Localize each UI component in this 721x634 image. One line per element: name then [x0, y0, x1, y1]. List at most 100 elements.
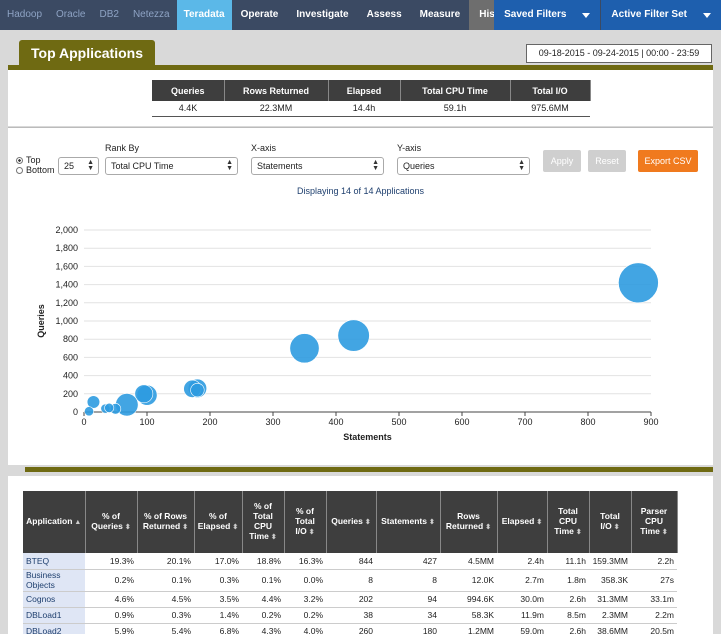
table-cell: 159.3MM	[589, 553, 631, 570]
page-title: Top Applications	[19, 40, 155, 66]
sort-icon: ⬍	[124, 524, 131, 531]
saved-filters-label: Saved Filters	[504, 9, 567, 20]
column-header[interactable]: Total CPU Time ⬍	[547, 491, 590, 553]
top-radio[interactable]: Top	[16, 155, 41, 165]
x-tick-label: 800	[580, 417, 595, 427]
column-header-label: % of Total I/O	[295, 506, 315, 536]
nav-hadoop[interactable]: Hadoop	[7, 9, 43, 20]
bottom-radio-label: Bottom	[26, 165, 55, 175]
column-header[interactable]: % of Queries ⬍	[85, 491, 138, 553]
column-header-label: % of Elapsed	[197, 511, 231, 531]
nav-db2[interactable]: DB2	[99, 9, 119, 20]
chevron-down-icon	[582, 12, 591, 18]
sort-icon: ⬍	[613, 524, 620, 531]
x-tick-label: 700	[517, 417, 532, 427]
sort-icon: ⬍	[308, 529, 315, 536]
table-cell: 2.2m	[631, 607, 677, 624]
column-header-label: Statements	[381, 516, 427, 526]
column-header[interactable]: Elapsed ⬍	[497, 491, 548, 553]
column-header[interactable]: Total I/O ⬍	[589, 491, 632, 553]
table-cell: 2.3MM	[589, 607, 631, 624]
column-header[interactable]: % of Total CPU Time ⬍	[242, 491, 285, 553]
application-name-cell: DBLoad1	[23, 607, 85, 624]
x-tick-label: 900	[643, 417, 658, 427]
export-csv-button[interactable]: Export CSV	[638, 150, 698, 172]
column-header-label: % of Total CPU Time	[249, 501, 273, 541]
x-tick-label: 200	[202, 417, 217, 427]
scatter-point	[104, 402, 115, 413]
yaxis-label: Y-axis	[397, 143, 422, 153]
column-header-label: Parser CPU Time	[640, 506, 668, 536]
count-select[interactable]: 25 ▲ ▼	[58, 157, 99, 175]
saved-filters-dropdown[interactable]: Saved Filters	[494, 0, 601, 30]
table-cell: 20.5m	[631, 623, 677, 634]
y-tick-label: 1,800	[55, 243, 78, 253]
y-tick-label: 2,000	[55, 225, 78, 235]
date-range-picker[interactable]: 09-18-2015 - 09-24-2015 | 00:00 - 23:59	[526, 44, 712, 63]
active-filter-set-label: Active Filter Set	[611, 9, 687, 20]
sort-icon: ⬍	[661, 529, 668, 536]
section-divider	[25, 467, 713, 472]
table-cell: 2.7m	[497, 569, 547, 592]
column-header[interactable]: Statements ⬍	[376, 491, 441, 553]
nav-netezza[interactable]: Netezza	[132, 9, 170, 20]
x-tick-label: 300	[265, 417, 280, 427]
column-header[interactable]: Parser CPU Time ⬍	[631, 491, 678, 553]
table-cell: 2.4h	[497, 553, 547, 570]
column-header[interactable]: % of Rows Returned ⬍	[137, 491, 195, 553]
column-header-label: % of Rows Returned	[142, 511, 187, 531]
nav-investigate[interactable]: Investigate	[296, 9, 349, 20]
bottom-radio[interactable]: Bottom	[16, 165, 55, 175]
nav-teradata[interactable]: Teradata	[176, 0, 232, 30]
y-axis-title: Queries	[36, 304, 46, 338]
table-row[interactable]: Business Objects 0.2% 0.1% 0.3% 0.1% 0.0% 8 8 12…	[23, 569, 677, 592]
table-cell: 59.0m	[497, 623, 547, 634]
rank-by-select[interactable]: Total CPU Time ▲ ▼	[105, 157, 238, 175]
table-cell: 4.0%	[284, 623, 326, 634]
y-tick-label: 1,000	[55, 316, 78, 326]
summary-header: Queries	[152, 80, 225, 101]
sort-icon: ⬍	[232, 524, 239, 531]
rank-by-value: Total CPU Time	[111, 161, 174, 171]
select-arrows-icon: ▲ ▼	[87, 159, 94, 172]
y-tick-label: 1,400	[55, 280, 78, 290]
y-tick-label: 600	[63, 352, 78, 362]
nav-assess[interactable]: Assess	[366, 9, 402, 20]
summary-value: 59.1h	[400, 101, 510, 117]
yaxis-select[interactable]: Queries ▲ ▼	[397, 157, 530, 175]
nav-operate[interactable]: Operate	[240, 9, 279, 20]
table-cell: 16.3%	[284, 553, 326, 570]
xaxis-select[interactable]: Statements ▲ ▼	[251, 157, 384, 175]
table-row[interactable]: DBLoad1 0.9% 0.3% 1.4% 0.2% 0.2% 38 34 58.3K 11.9…	[23, 607, 677, 624]
column-header[interactable]: % of Elapsed ⬍	[194, 491, 243, 553]
column-header[interactable]: Application ▲	[23, 491, 86, 553]
table-cell: 27s	[631, 569, 677, 592]
title-underline	[8, 65, 713, 70]
application-name-cell: BTEQ	[23, 553, 85, 570]
reset-button[interactable]: Reset	[588, 150, 626, 172]
x-tick-label: 400	[328, 417, 343, 427]
table-cell: 20.1%	[137, 553, 194, 570]
table-cell: 0.2%	[85, 569, 137, 592]
table-cell: 0.1%	[242, 569, 284, 592]
apply-button[interactable]: Apply	[543, 150, 581, 172]
table-cell: 2.6h	[547, 623, 589, 634]
column-header[interactable]: Queries ⬍	[326, 491, 377, 553]
nav-measure[interactable]: Measure	[419, 9, 461, 20]
scatter-point	[86, 395, 101, 409]
nav-oracle[interactable]: Oracle	[56, 9, 86, 20]
table-row[interactable]: BTEQ 19.3% 20.1% 17.0% 18.8% 16.3% 844 427 4.5MM…	[23, 553, 677, 570]
table-cell: 8	[376, 569, 440, 592]
active-filter-set-dropdown[interactable]: Active Filter Set	[600, 0, 721, 30]
table-cell: 38.6MM	[589, 623, 631, 634]
column-header[interactable]: Rows Returned ⬍	[440, 491, 498, 553]
table-cell: 4.5MM	[440, 553, 497, 570]
table-row[interactable]: DBLoad2 5.9% 5.4% 6.8% 4.3% 4.0% 260 180 1.2MM 59…	[23, 623, 677, 634]
radio-checked-icon	[16, 156, 23, 164]
sort-icon: ⬍	[182, 524, 189, 531]
column-header[interactable]: % of Total I/O ⬍	[284, 491, 327, 553]
x-tick-label: 100	[139, 417, 154, 427]
application-name-cell: Cognos	[23, 591, 85, 608]
table-cell: 33.1m	[631, 591, 677, 608]
table-row[interactable]: Cognos 4.6% 4.5% 3.5% 4.4% 3.2% 202 94 994.6K 30.…	[23, 591, 677, 608]
